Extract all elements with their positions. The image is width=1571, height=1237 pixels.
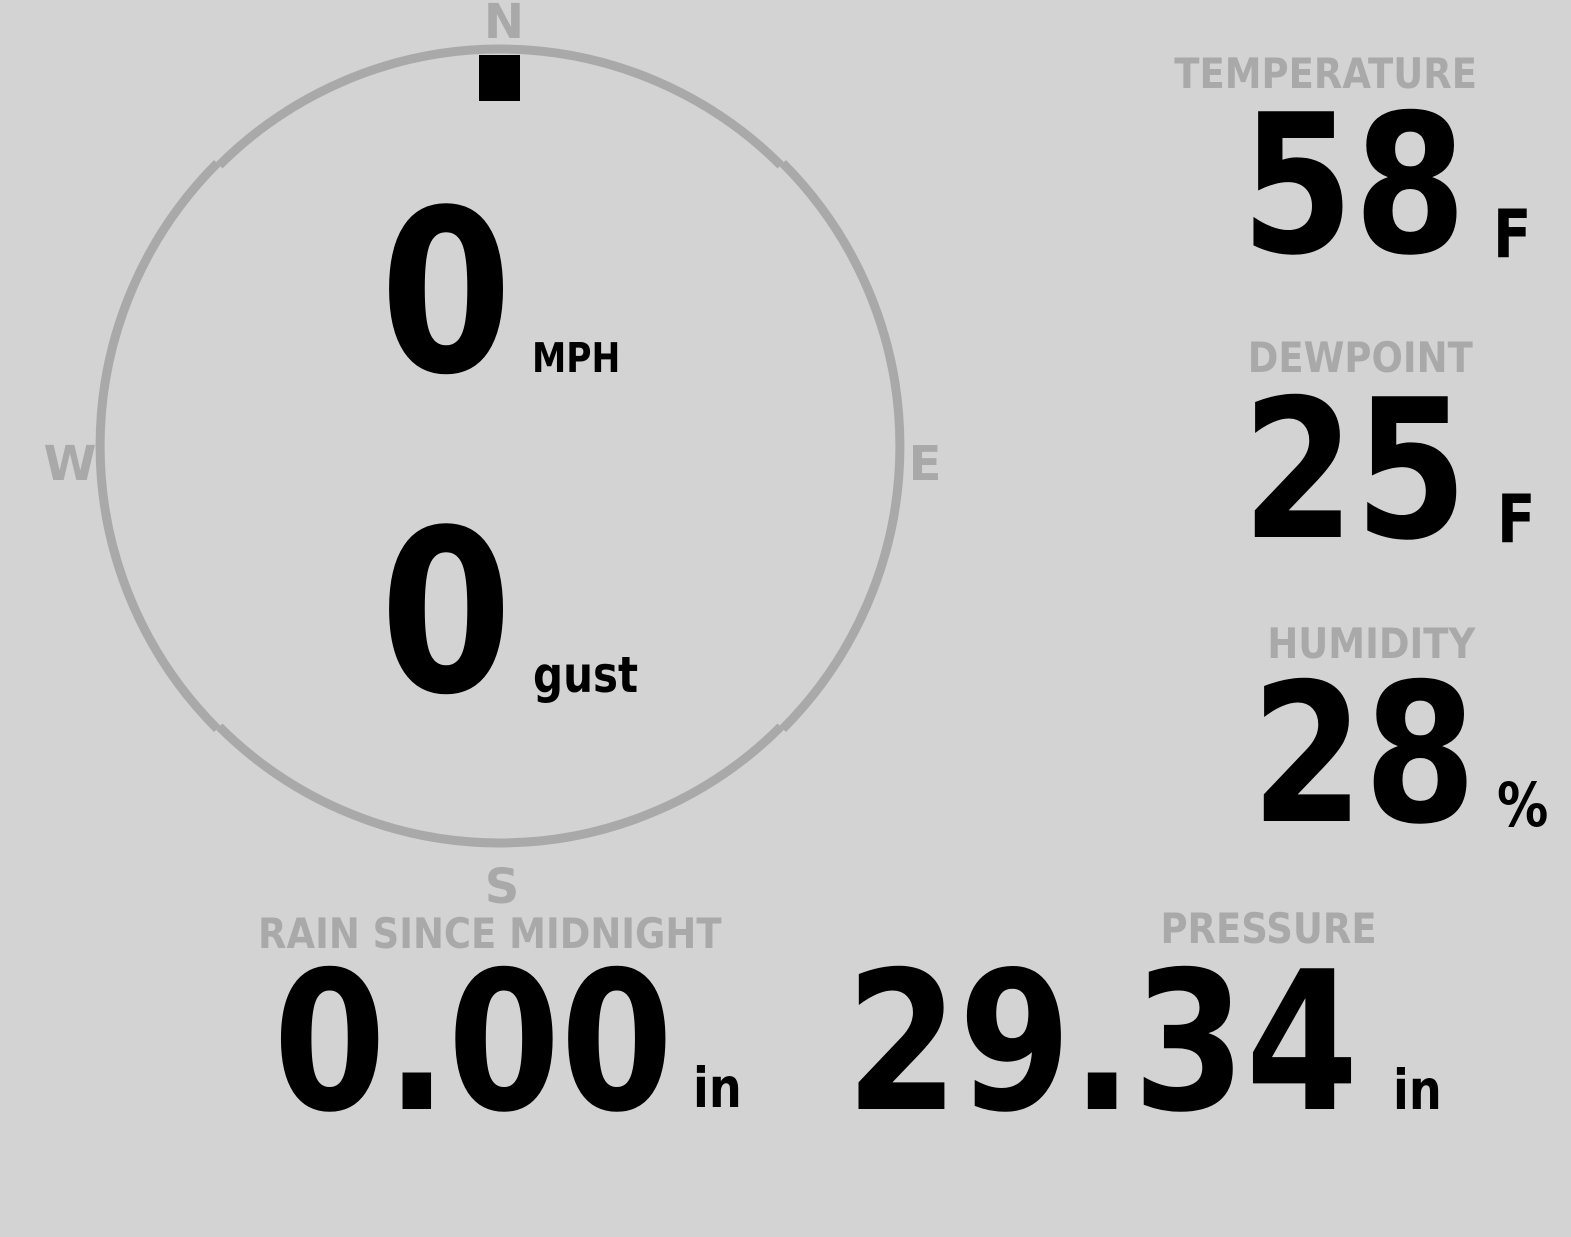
- temperature-label: TEMPERATURE: [1174, 49, 1477, 98]
- wind-gust-unit: gust: [533, 646, 639, 704]
- compass-ring-bottom-arc: [216, 723, 784, 848]
- rain-since-midnight-label: RAIN SINCE MIDNIGHT: [258, 909, 722, 958]
- wind-gust-value: 0: [380, 482, 513, 745]
- dewpoint-value: 25: [1242, 358, 1468, 583]
- compass-ring-left-arc: [95, 160, 221, 732]
- pressure-unit: in: [1393, 1058, 1442, 1122]
- temperature-unit: F: [1493, 195, 1532, 273]
- compass-ring: [95, 44, 905, 848]
- pressure-label: PRESSURE: [1160, 904, 1377, 953]
- pressure-value: 29.34: [845, 930, 1358, 1155]
- compass-label-south: S: [485, 859, 520, 915]
- dewpoint-unit: F: [1497, 480, 1536, 558]
- wind-direction-marker-icon: [479, 55, 520, 101]
- temperature-value: 58: [1241, 73, 1467, 298]
- compass-label-east: E: [909, 436, 942, 492]
- compass-ring-right-arc: [779, 160, 905, 732]
- humidity-label: HUMIDITY: [1267, 619, 1475, 668]
- compass-label-north: N: [484, 0, 524, 50]
- humidity-value: 28: [1251, 642, 1477, 867]
- rain-since-midnight-unit: in: [693, 1056, 742, 1120]
- humidity-unit: %: [1497, 770, 1549, 841]
- compass-ring-top-arc: [216, 44, 784, 169]
- dewpoint-label: DEWPOINT: [1247, 333, 1473, 382]
- compass-label-west: W: [44, 436, 97, 492]
- wind-speed-value: 0: [380, 162, 513, 425]
- wind-speed-unit: MPH: [532, 334, 621, 382]
- rain-since-midnight-value: 0.00: [273, 930, 673, 1155]
